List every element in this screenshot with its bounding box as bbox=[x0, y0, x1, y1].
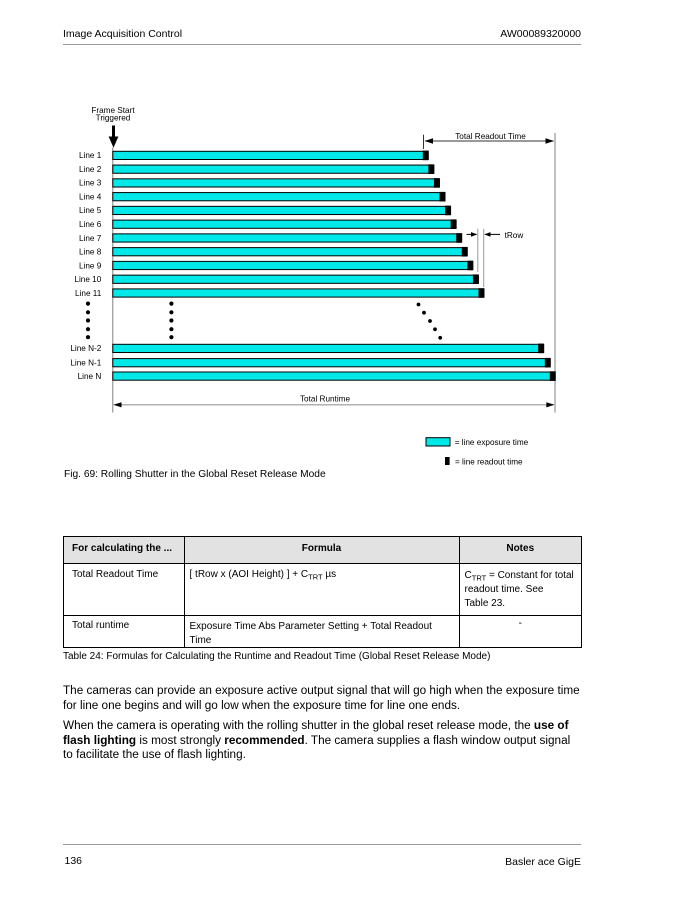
svg-text:= line readout time: = line readout time bbox=[455, 458, 523, 467]
svg-text:Total Runtime: Total Runtime bbox=[300, 395, 351, 404]
svg-text:Triggered: Triggered bbox=[96, 114, 131, 123]
svg-text:Line 5: Line 5 bbox=[79, 206, 102, 215]
svg-text:Line 8: Line 8 bbox=[79, 248, 102, 257]
svg-text:Line 6: Line 6 bbox=[79, 220, 102, 229]
svg-text:Line N: Line N bbox=[78, 372, 102, 381]
svg-text:Line 10: Line 10 bbox=[74, 275, 101, 284]
svg-text:= line exposure time: = line exposure time bbox=[455, 438, 529, 447]
svg-text:Line 11: Line 11 bbox=[75, 289, 102, 298]
svg-text:Line 4: Line 4 bbox=[79, 192, 102, 201]
svg-text:Frame Start: Frame Start bbox=[91, 106, 135, 115]
svg-text:Line 3: Line 3 bbox=[79, 179, 102, 188]
svg-text:Line 1: Line 1 bbox=[79, 151, 102, 160]
svg-text:Line N-1: Line N-1 bbox=[70, 359, 101, 368]
svg-text:Total Readout Time: Total Readout Time bbox=[455, 132, 526, 141]
svg-text:Line 7: Line 7 bbox=[79, 234, 102, 243]
svg-text:tRow: tRow bbox=[505, 231, 524, 240]
svg-text:Line 2: Line 2 bbox=[79, 165, 102, 174]
svg-text:Line N-2: Line N-2 bbox=[70, 344, 101, 353]
svg-text:Line 9: Line 9 bbox=[79, 261, 102, 270]
